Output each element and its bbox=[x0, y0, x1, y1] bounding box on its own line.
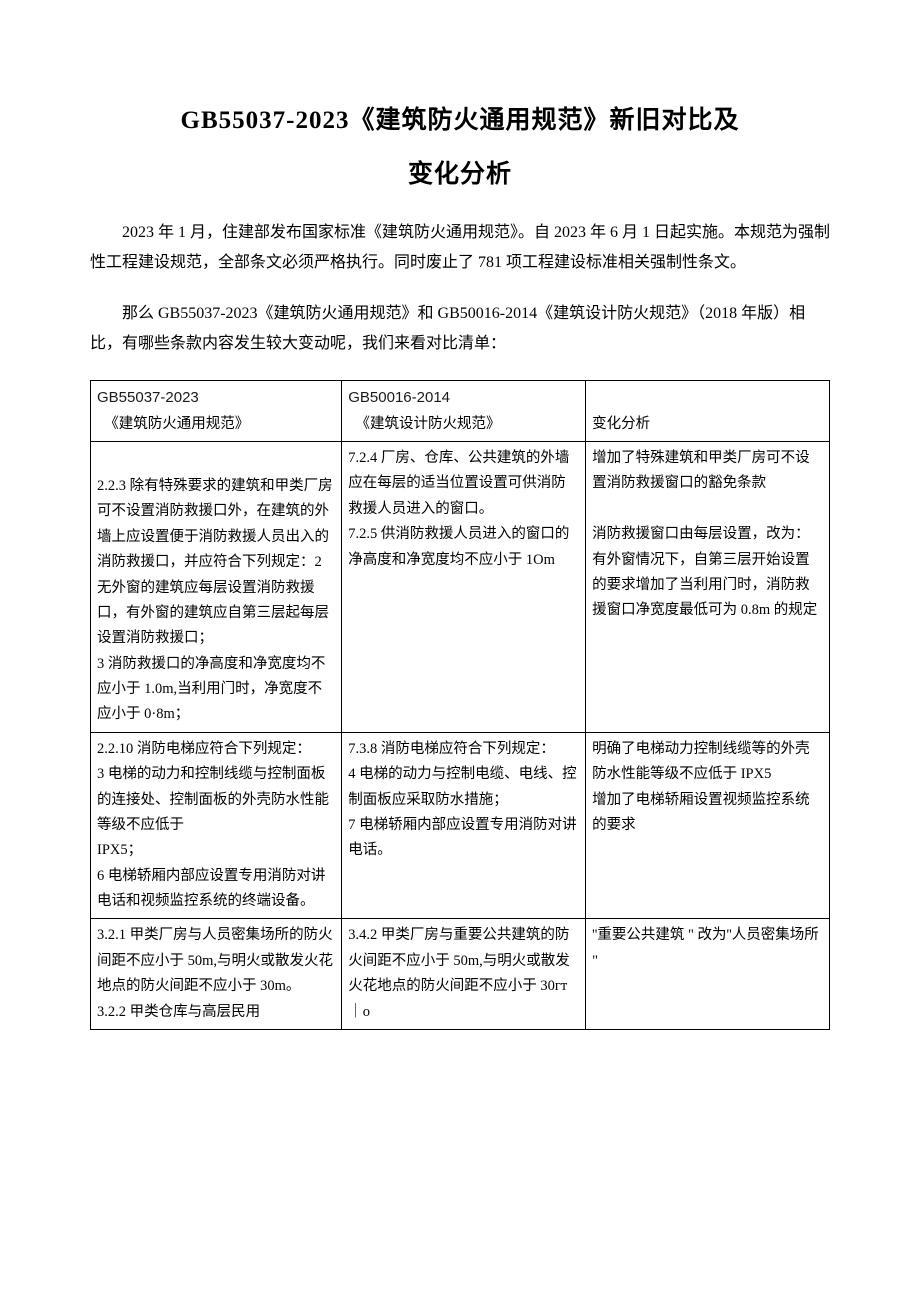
header-col3-label: 变化分析 bbox=[592, 412, 823, 437]
table-row: 2.2.10 消防电梯应符合下列规定：3 电梯的动力和控制线缆与控制面板的连接处… bbox=[91, 732, 830, 919]
cell-r1-c3: 增加了特殊建筑和甲类厂房可不设置消防救援窗口的豁免条款 消防救援窗口由每层设置，… bbox=[586, 442, 830, 733]
cell-r3-c3: ''重要公共建筑 " 改为''人员密集场所 " bbox=[586, 919, 830, 1030]
header-col2: GB50016-2014 《建筑设计防火规范》 bbox=[342, 381, 586, 442]
header-col3: 变化分析 bbox=[586, 381, 830, 442]
cell-r2-c3: 明确了电梯动力控制线缆等的外壳防水性能等级不应低于 IPX5 增加了电梯轿厢设置… bbox=[586, 732, 830, 919]
cell-r3-c2: 3.4.2 甲类厂房与重要公共建筑的防火间距不应小于 50m,与明火或散发火花地… bbox=[342, 919, 586, 1030]
table-row: 2.2.3 除有特殊要求的建筑和甲类厂房可不设置消防救援口外，在建筑的外墙上应设… bbox=[91, 442, 830, 733]
table-row: 3.2.1 甲类厂房与人员密集场所的防火间距不应小于 50m,与明火或散发火花地… bbox=[91, 919, 830, 1030]
header-col1: GB55037-2023 《建筑防火通用规范》 bbox=[91, 381, 342, 442]
cell-r1-c2: 7.2.4 厂房、仓库、公共建筑的外墙应在每层的适当位置设置可供消防救援人员进入… bbox=[342, 442, 586, 733]
cell-r1-c1: 2.2.3 除有特殊要求的建筑和甲类厂房可不设置消防救援口外，在建筑的外墙上应设… bbox=[91, 442, 342, 733]
document-title-line1: GB55037-2023《建筑防火通用规范》新旧对比及 bbox=[90, 100, 830, 136]
cell-r2-c2: 7.3.8 消防电梯应符合下列规定： 4 电梯的动力与控制电缆、电线、控制面板应… bbox=[342, 732, 586, 919]
header-col1-code: GB55037-2023 bbox=[97, 385, 335, 411]
intro-paragraph-1: 2023 年 1 月，住建部发布国家标准《建筑防火通用规范》。自 2023 年 … bbox=[90, 218, 830, 277]
table-header-row: GB55037-2023 《建筑防火通用规范》 GB50016-2014 《建筑… bbox=[91, 381, 830, 442]
document-title-line2: 变化分析 bbox=[90, 154, 830, 190]
comparison-table: GB55037-2023 《建筑防火通用规范》 GB50016-2014 《建筑… bbox=[90, 380, 830, 1030]
header-col2-name: 《建筑设计防火规范》 bbox=[348, 412, 579, 437]
intro-paragraph-2: 那么 GB55037-2023《建筑防火通用规范》和 GB50016-2014《… bbox=[90, 299, 830, 358]
cell-r2-c1: 2.2.10 消防电梯应符合下列规定：3 电梯的动力和控制线缆与控制面板的连接处… bbox=[91, 732, 342, 919]
cell-r3-c1: 3.2.1 甲类厂房与人员密集场所的防火间距不应小于 50m,与明火或散发火花地… bbox=[91, 919, 342, 1030]
header-col1-name: 《建筑防火通用规范》 bbox=[97, 412, 335, 437]
header-col2-code: GB50016-2014 bbox=[348, 385, 579, 411]
